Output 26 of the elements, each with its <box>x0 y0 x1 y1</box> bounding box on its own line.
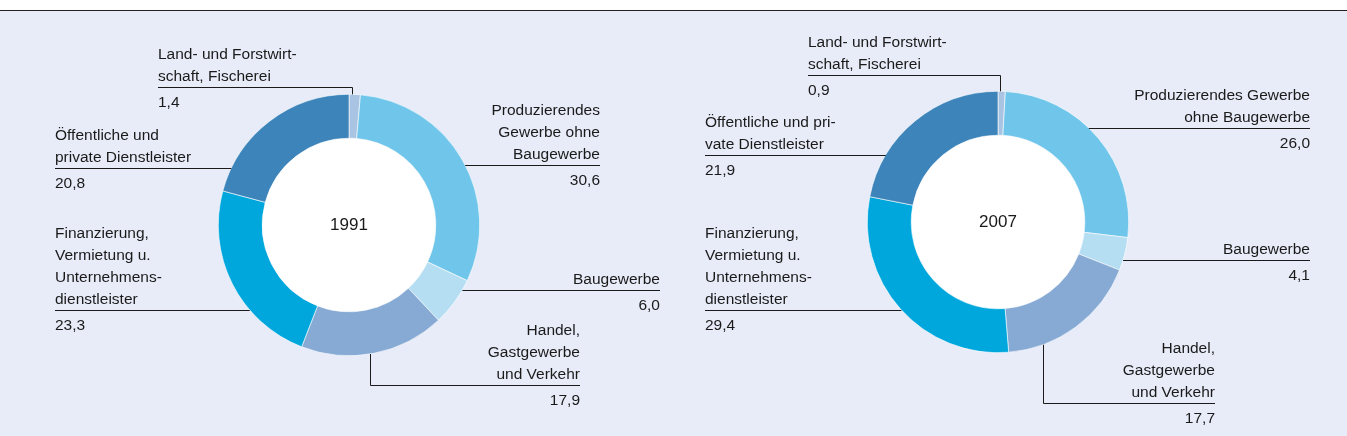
data-label: 20,8 <box>55 174 86 191</box>
slice-label: Produzierendes Gewerbe ohne Baugewerbe <box>491 101 601 162</box>
slice-label: Handel, Gastgewerbe und Verkehr <box>487 321 580 382</box>
text: 2007 <box>979 211 1017 231</box>
text: 1991 <box>330 214 368 234</box>
data-label: 23,3 <box>55 316 86 333</box>
data-label: 1,4 <box>158 93 180 110</box>
slice-label: Öffentliche und pri- vate Dienstleister <box>705 113 836 152</box>
slice-label: Baugewerbe <box>1222 240 1310 257</box>
slice-label: Land- und Forstwirt- schaft, Fischerei <box>808 33 947 72</box>
slice-label: Finanzierung, Vermietung u. Unternehmens- dienstleister <box>705 224 812 307</box>
data-label: 21,9 <box>705 161 736 178</box>
data-label: 0,9 <box>808 81 830 98</box>
slice-label: Finanzierung, Vermietung u. Unternehmens- dienstleister <box>55 224 162 307</box>
data-label: 29,4 <box>705 316 736 333</box>
slice-label: Öffentliche und private Dienstleister <box>55 126 192 165</box>
data-label: 30,6 <box>569 171 600 188</box>
data-label: 17,9 <box>549 391 580 408</box>
slice-label: Produzierendes Gewerbe ohne Baugewerbe <box>1134 86 1310 125</box>
data-label: 26,0 <box>1279 134 1311 151</box>
data-label: 4,1 <box>1288 266 1310 283</box>
data-label: 17,7 <box>1184 409 1215 426</box>
data-label: 6,0 <box>638 296 661 313</box>
slice-label: Baugewerbe <box>572 270 660 287</box>
slice-label: Handel, Gastgewerbe und Verkehr <box>1122 339 1215 400</box>
slice-label: Land- und Forstwirt- schaft, Fischerei <box>158 45 297 84</box>
